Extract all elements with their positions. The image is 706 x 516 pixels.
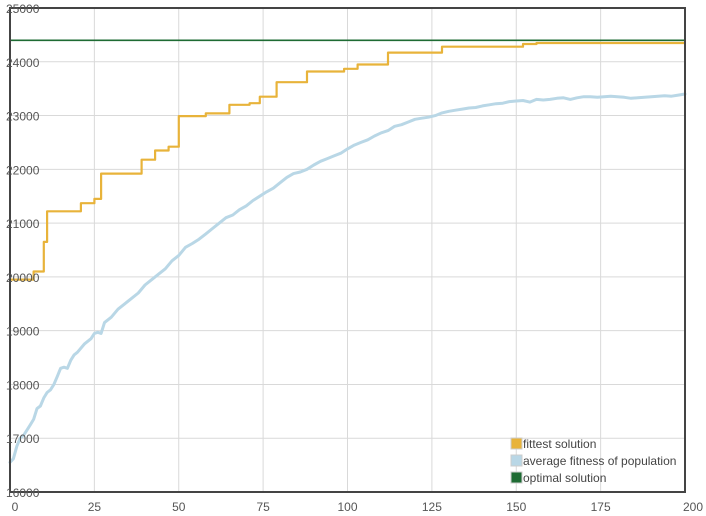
x-tick-label: 50 bbox=[172, 500, 186, 514]
y-tick-label: 16000 bbox=[6, 486, 40, 500]
x-tick-label: 200 bbox=[683, 500, 703, 514]
y-tick-label: 24000 bbox=[6, 56, 40, 70]
x-tick-label: 125 bbox=[422, 500, 442, 514]
y-tick-label: 22000 bbox=[6, 163, 40, 177]
legend-label: fittest solution bbox=[523, 437, 596, 451]
x-tick-label: 100 bbox=[337, 500, 357, 514]
y-tick-label: 20000 bbox=[6, 271, 40, 285]
series-layer bbox=[8, 39, 687, 464]
series-line-fittest-solution bbox=[8, 41, 687, 281]
x-tick-label: 25 bbox=[88, 500, 102, 514]
legend-swatch bbox=[510, 471, 523, 484]
legend-swatch bbox=[510, 454, 523, 467]
x-tick-label: 175 bbox=[591, 500, 611, 514]
x-tick-label: 150 bbox=[506, 500, 526, 514]
legend-label: optimal solution bbox=[523, 471, 606, 485]
x-tick-label: 0 bbox=[12, 500, 19, 514]
x-tick-labels: 0 25 50 75 100 125 150 175 200 bbox=[12, 500, 704, 514]
legend: fittest solution average fitness of popul… bbox=[510, 437, 676, 485]
legend-swatch bbox=[510, 437, 523, 450]
y-tick-label: 17000 bbox=[6, 432, 40, 446]
y-tick-label: 18000 bbox=[6, 378, 40, 392]
y-tick-label: 21000 bbox=[6, 217, 40, 231]
x-tick-label: 75 bbox=[256, 500, 270, 514]
y-tick-labels: 16000 17000 18000 19000 20000 21000 22000 23000… bbox=[6, 2, 40, 500]
series-line-average-fitness-of-population bbox=[8, 92, 687, 464]
y-tick-label: 25000 bbox=[6, 2, 40, 16]
grid-lines bbox=[9, 7, 686, 493]
plot-frame bbox=[9, 7, 686, 493]
y-tick-label: 23000 bbox=[6, 110, 40, 124]
legend-label: average fitness of population bbox=[523, 454, 676, 468]
y-tick-label: 19000 bbox=[6, 325, 40, 339]
